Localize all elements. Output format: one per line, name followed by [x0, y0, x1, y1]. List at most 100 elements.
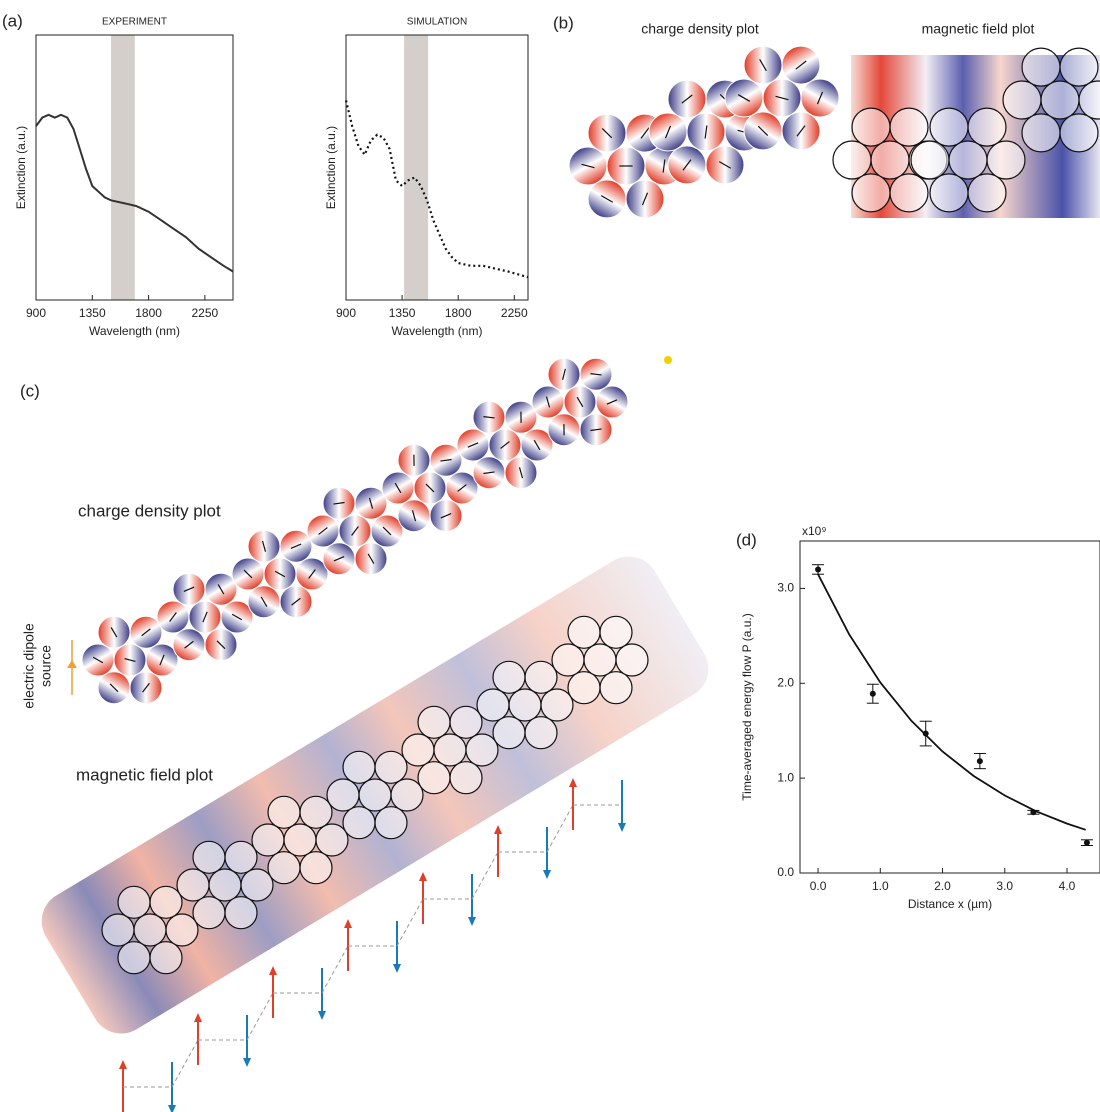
- particle-outline: [418, 762, 450, 794]
- down-arrow-head: [393, 964, 401, 973]
- chart-title: EXPERIMENT: [102, 17, 167, 28]
- chart-title: SIMULATION: [407, 17, 467, 28]
- particle-outline: [375, 751, 407, 783]
- x-axis-label: Distance x (µm): [908, 897, 992, 911]
- particle-outline: [300, 796, 332, 828]
- particle-outline: [225, 841, 257, 873]
- particle-outline: [600, 616, 632, 648]
- particle-outline: [327, 779, 359, 811]
- x-tick-label: 1350: [79, 306, 106, 320]
- particle-outline: [375, 807, 407, 839]
- particle-outline: [316, 824, 348, 856]
- particle-outline: [343, 751, 375, 783]
- down-arrow-head: [168, 1105, 176, 1112]
- particle-outline: [241, 869, 273, 901]
- particle-outline: [118, 942, 150, 974]
- particle-outline: [911, 141, 949, 179]
- particle-outline: [890, 108, 928, 146]
- particle-outline: [600, 672, 632, 704]
- particle-outline: [209, 869, 241, 901]
- data-point: [1084, 840, 1090, 846]
- particle-outline: [193, 841, 225, 873]
- particle-outline: [450, 762, 482, 794]
- x-axis-label: Wavelength (nm): [89, 324, 180, 338]
- x-tick-label: 1800: [445, 306, 472, 320]
- step-line: [397, 899, 423, 946]
- highlight-band: [111, 35, 135, 300]
- panel-label: (d): [736, 530, 757, 549]
- y-axis-label: Time-averaged energy flow P (a.u.): [740, 613, 754, 800]
- step-line: [172, 1040, 198, 1087]
- x-tick-label: 3.0: [996, 879, 1013, 893]
- particle-outline: [477, 689, 509, 721]
- particle-outline: [1003, 81, 1041, 119]
- particle-outline: [930, 108, 968, 146]
- particle-outline: [193, 897, 225, 929]
- down-arrow-head: [318, 1011, 326, 1020]
- particle-outline: [268, 852, 300, 884]
- source-label: electric dipole source: [21, 623, 54, 709]
- particle-outline: [871, 141, 909, 179]
- data-point: [977, 758, 983, 764]
- particle-outline: [525, 717, 557, 749]
- spectrum-line: [346, 101, 528, 278]
- particle-outline: [434, 734, 466, 766]
- step-line: [247, 993, 273, 1040]
- panel-label: (a): [2, 11, 23, 30]
- particle-outline: [1060, 114, 1098, 152]
- y-tick-label: 0.0: [777, 865, 794, 879]
- particle-outline: [493, 661, 525, 693]
- particle-outline: [568, 672, 600, 704]
- particle-outline: [833, 141, 871, 179]
- particle-outline: [102, 914, 134, 946]
- particle-outline: [391, 779, 423, 811]
- particle-outline: [930, 174, 968, 212]
- y-tick-label: 2.0: [777, 675, 794, 689]
- plot-frame: [346, 35, 528, 300]
- up-arrow-head: [344, 919, 352, 928]
- x-tick-label: 1350: [389, 306, 416, 320]
- particle-outline: [852, 174, 890, 212]
- particle-outline: [150, 886, 182, 918]
- y-tick-label: 1.0: [777, 770, 794, 784]
- particle-outline: [343, 807, 375, 839]
- x-tick-label: 900: [26, 306, 46, 320]
- particle-outline: [493, 717, 525, 749]
- particle-outline: [300, 852, 332, 884]
- x-tick-label: 4.0: [1059, 879, 1076, 893]
- caption: charge density plot: [641, 21, 759, 37]
- x-tick-label: 1800: [135, 306, 162, 320]
- particle-outline: [584, 644, 616, 676]
- particle-outline: [987, 141, 1025, 179]
- particle-outline: [968, 174, 1006, 212]
- particle-outline: [525, 661, 557, 693]
- particle-outline: [552, 644, 584, 676]
- particle-outline: [284, 824, 316, 856]
- particle-outline: [852, 108, 890, 146]
- down-arrow-head: [468, 917, 476, 926]
- figure: (a) (b) (c) (d) charge density plot magn…: [0, 0, 1100, 1112]
- caption: magnetic field plot: [76, 765, 213, 784]
- x-tick-label: 1.0: [872, 879, 889, 893]
- source-line: source: [38, 645, 54, 687]
- particle-outline: [268, 796, 300, 828]
- particle-outline: [541, 689, 573, 721]
- up-arrow-head: [494, 825, 502, 834]
- source-dot: [664, 356, 672, 364]
- particle-outline: [509, 689, 541, 721]
- dipole-arrow-head: [67, 660, 77, 668]
- panel-label: (b): [553, 13, 574, 32]
- down-arrow-head: [243, 1058, 251, 1067]
- data-point: [1030, 809, 1036, 815]
- step-line: [472, 852, 498, 899]
- step-line: [322, 946, 348, 993]
- panel-label: (c): [20, 381, 40, 400]
- x-tick-label: 2250: [192, 306, 219, 320]
- particle-outline: [118, 886, 150, 918]
- x-tick-label: 900: [336, 306, 356, 320]
- down-arrow-head: [618, 823, 626, 832]
- caption: charge density plot: [78, 501, 221, 520]
- y-axis-label: Extinction (a.u.): [14, 126, 28, 209]
- data-point: [815, 566, 821, 572]
- source-line: electric dipole: [21, 623, 37, 709]
